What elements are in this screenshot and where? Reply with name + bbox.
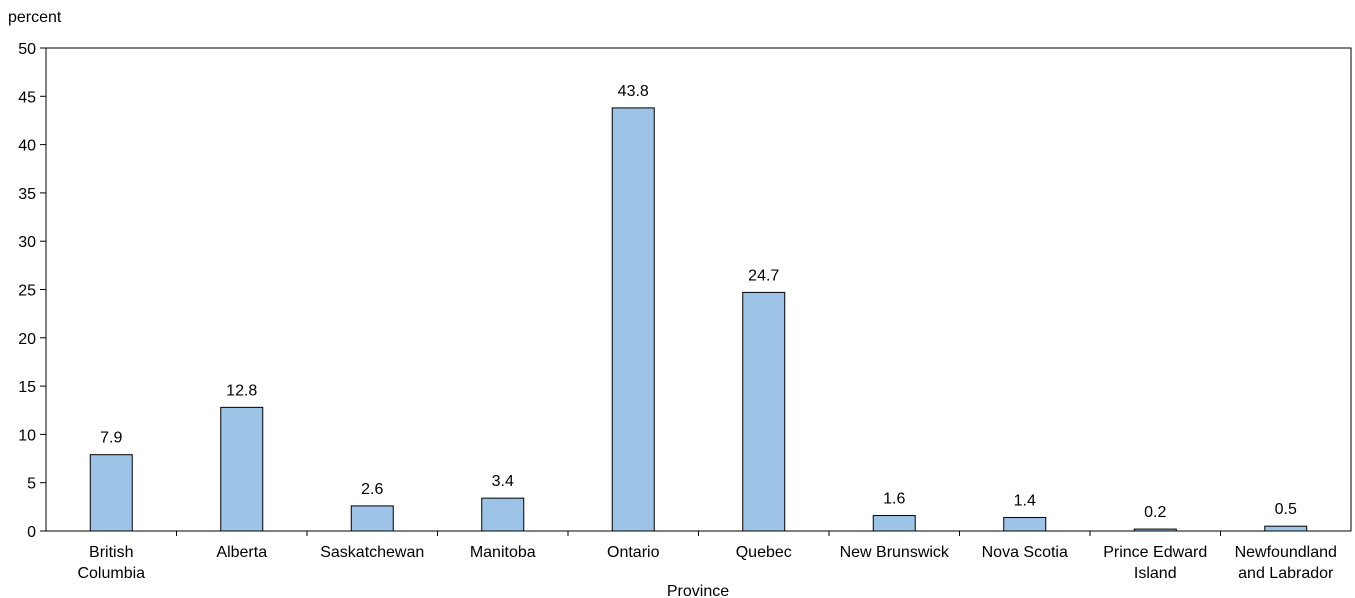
y-tick-label: 50 [18, 41, 36, 58]
x-category-label-line: Prince Edward [1103, 544, 1207, 561]
x-category-label-line: Newfoundland [1235, 544, 1337, 561]
y-tick-label: 35 [18, 186, 36, 203]
y-tick-label: 5 [27, 476, 36, 493]
x-category-label-line: Nova Scotia [982, 544, 1068, 561]
bar [1264, 525, 1308, 532]
x-category-label-line: Island [1134, 565, 1177, 582]
bar-data-label: 7.9 [100, 430, 122, 447]
y-tick-label: 40 [18, 138, 36, 155]
bar [350, 505, 394, 532]
bar [1133, 528, 1177, 532]
x-category-label-line: Saskatchewan [320, 544, 424, 561]
bar-data-label: 43.8 [618, 83, 649, 100]
x-category-label-line: Ontario [607, 544, 660, 561]
bar-data-label: 1.6 [883, 491, 905, 508]
x-category-label-line: Columbia [77, 565, 145, 582]
x-category-label: New Brunswick [840, 544, 950, 561]
bar-data-label: 3.4 [492, 473, 514, 490]
y-axis-title: percent [8, 9, 62, 26]
x-category-label-line: Alberta [216, 544, 267, 561]
x-category-label: Ontario [607, 544, 660, 561]
x-category-label: Prince Edward Island [1103, 544, 1207, 582]
x-axis-title: Province [667, 583, 729, 598]
x-category-label-line: New Brunswick [840, 544, 950, 561]
y-tick-label: 20 [18, 331, 36, 348]
y-tick-label: 30 [18, 234, 36, 251]
y-tick-label: 25 [18, 283, 36, 300]
bar [742, 291, 786, 532]
bar [872, 515, 916, 532]
bars [89, 107, 1308, 532]
x-category-label: Alberta [216, 544, 267, 561]
bar-data-label: 12.8 [226, 382, 257, 399]
x-category-label: Nova Scotia [982, 544, 1068, 561]
x-axis-category-labels: British Columbia Alberta Saskatchewan Manito… [77, 531, 1337, 582]
y-tick-label: 10 [18, 427, 36, 444]
x-category-label-line: and Labrador [1238, 565, 1334, 582]
bar [611, 107, 655, 532]
x-category-label-line: British [89, 544, 133, 561]
bar [481, 497, 525, 532]
y-tick-label: 0 [27, 524, 36, 541]
bar-data-label: 2.6 [361, 481, 383, 498]
bar-data-label: 0.2 [1144, 504, 1166, 521]
bar [1003, 516, 1047, 532]
y-axis-ticks: 0 5 10 15 20 25 30 35 40 45 50 [18, 41, 46, 541]
x-category-label-line: Quebec [736, 544, 792, 561]
y-tick-label: 45 [18, 89, 36, 106]
x-category-label-line: Manitoba [470, 544, 536, 561]
y-tick-label: 15 [18, 379, 36, 396]
x-category-label: Newfoundland and Labrador [1235, 544, 1337, 582]
bar [89, 454, 133, 532]
bar-data-label: 0.5 [1275, 501, 1297, 518]
bar-data-label: 24.7 [748, 267, 779, 284]
x-category-label: Saskatchewan [320, 544, 424, 561]
x-category-label: Quebec [736, 544, 792, 561]
bar-data-label: 1.4 [1014, 492, 1036, 509]
x-category-label: British Columbia [77, 544, 145, 582]
x-category-label: Manitoba [470, 544, 536, 561]
data-labels: 7.9 12.8 2.6 3.4 43.8 24.7 1.6 1.4 0.2 0.5 [100, 83, 1297, 521]
bar [220, 406, 264, 532]
